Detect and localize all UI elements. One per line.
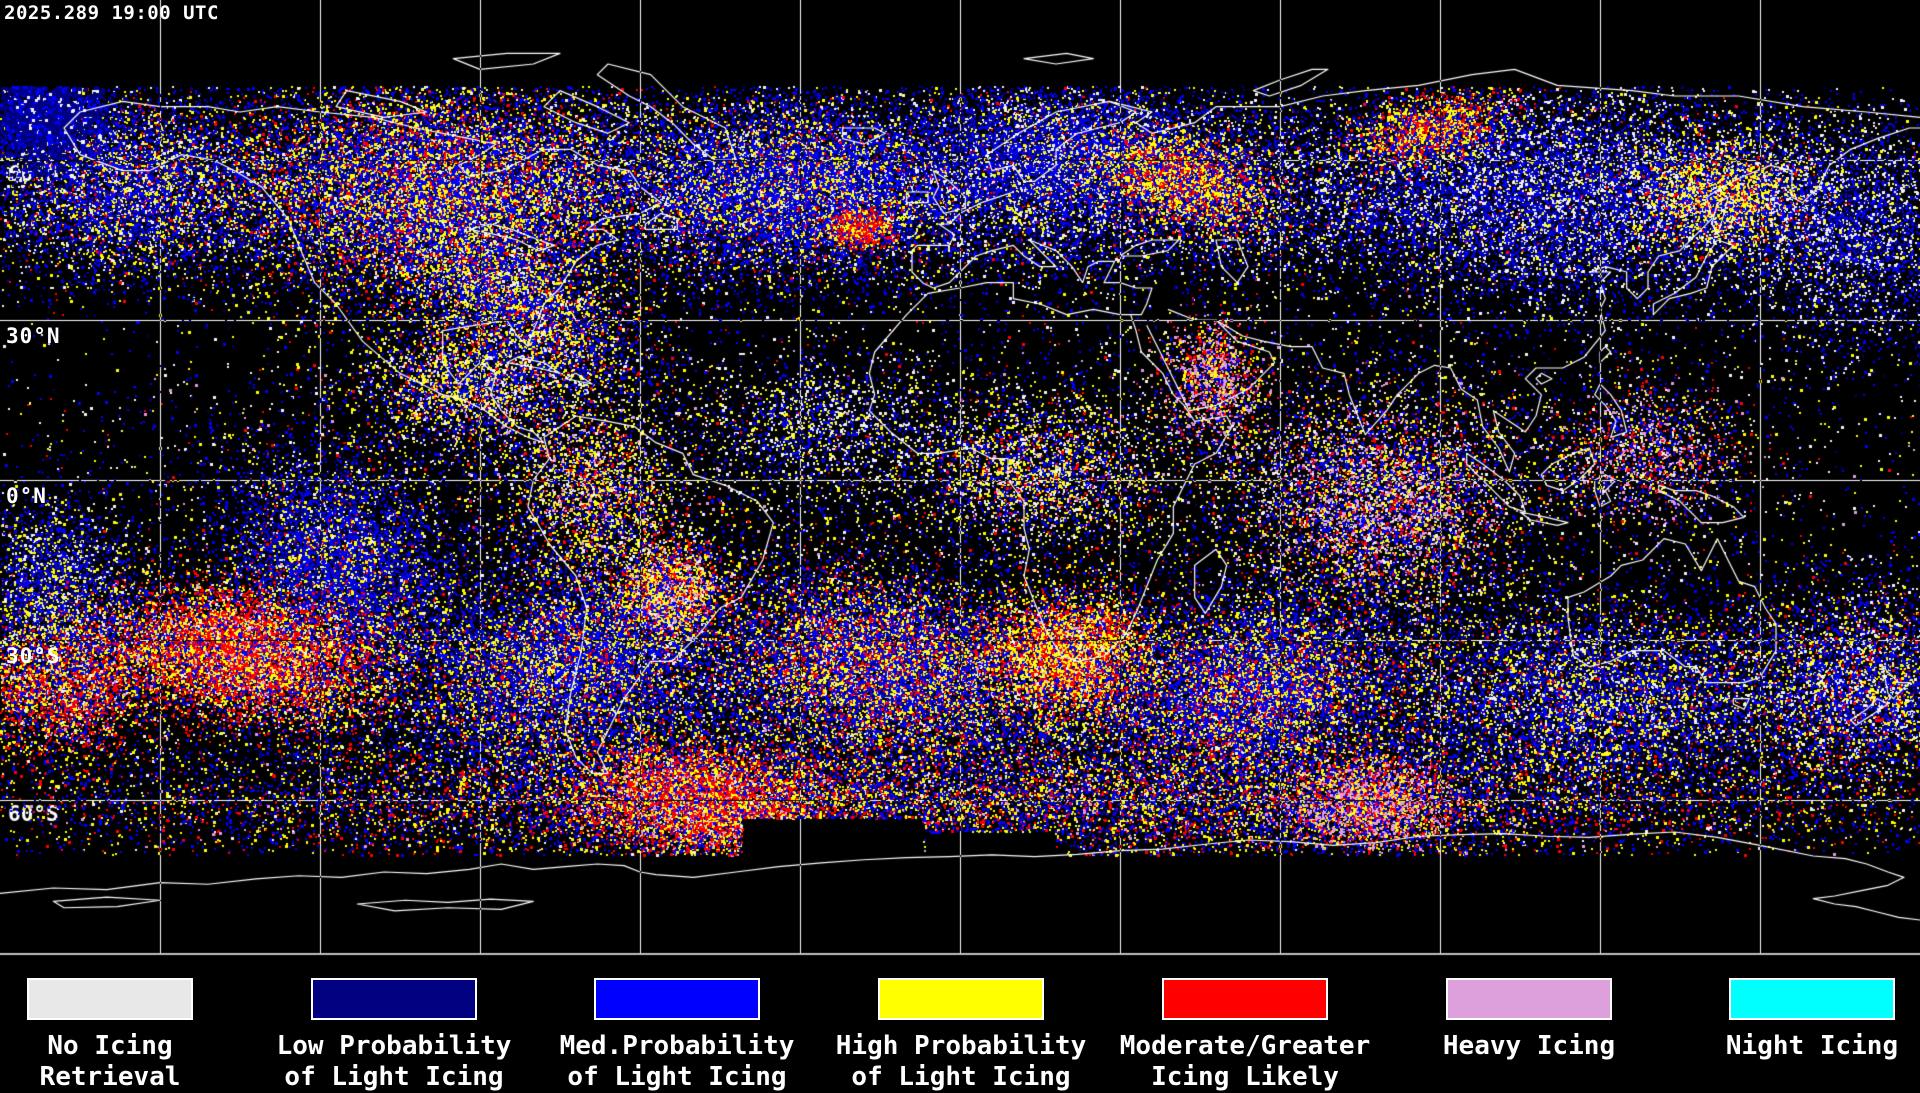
legend-item-night-icing: Night Icing [1670,978,1920,1062]
legend-swatch-med-prob-light-icing [594,978,760,1020]
legend-label-line2: Retrieval [39,1062,181,1092]
legend-swatch-night-icing [1729,978,1895,1020]
legend-label-line2: of Light Icing [284,1062,504,1092]
legend-item-no-icing-retrieval: No Icing Retrieval [0,978,252,1093]
legend-swatch-high-prob-light-icing [878,978,1044,1020]
legend-item-high-prob-light-icing: High Probability of Light Icing [819,978,1103,1093]
legend-label-line2: Icing Likely [1151,1062,1339,1092]
legend-item-moderate-greater-icing: Moderate/Greater Icing Likely [1103,978,1387,1093]
world-map: 2025.289 19:00 UTC 30°N 0°N 30°S [0,0,1920,956]
legend-item-low-prob-light-icing: Low Probability of Light Icing [252,978,536,1093]
legend-label-line1: High Probability [835,1031,1087,1061]
legend-swatch-heavy-icing [1446,978,1612,1020]
world-map-canvas [0,0,1920,956]
legend-swatch-moderate-greater-icing [1162,978,1328,1020]
legend-item-heavy-icing: Heavy Icing [1387,978,1671,1062]
legend-label-line2: of Light Icing [851,1062,1071,1092]
legend: No Icing Retrieval Low Probability of Light… [0,956,1920,1092]
legend-label-line2: of Light Icing [567,1062,787,1092]
legend-label-line1: Moderate/Greater [1119,1031,1371,1061]
legend-label-line1: No Icing [47,1031,173,1061]
legend-swatch-no-icing-retrieval [27,978,193,1020]
legend-item-med-prob-light-icing: Med.Probability of Light Icing [535,978,819,1093]
legend-label-line1: Low Probability [276,1031,512,1061]
legend-label-line1: Heavy Icing [1442,1031,1616,1061]
legend-label-line1: Night Icing [1725,1031,1899,1061]
lat-label: 30°N [6,324,61,348]
lat-label: 0°N [6,484,47,508]
lat-label: 30°S [6,644,61,668]
legend-swatch-low-prob-light-icing [311,978,477,1020]
legend-label-line1: Med.Probability [559,1031,795,1061]
timestamp-label: 2025.289 19:00 UTC [4,2,219,24]
